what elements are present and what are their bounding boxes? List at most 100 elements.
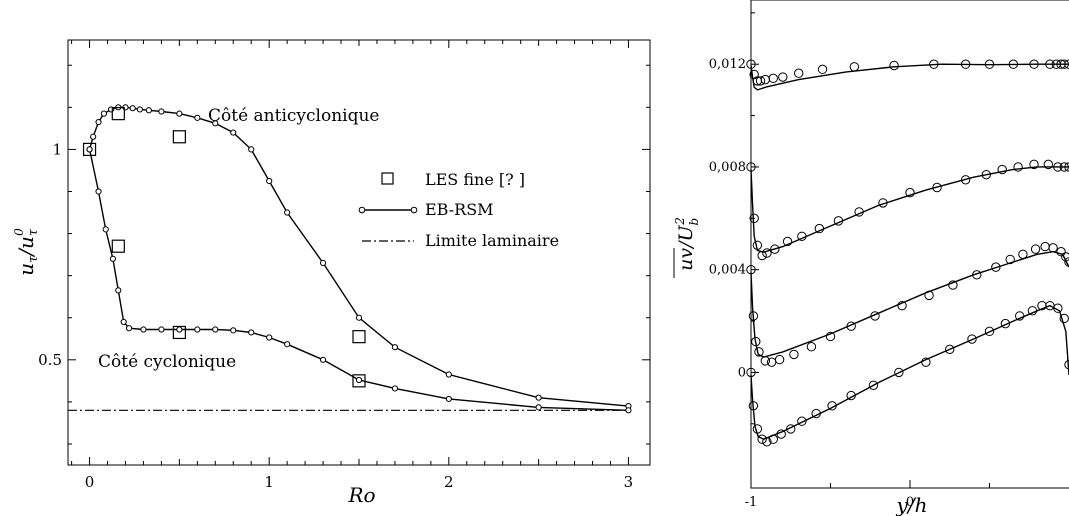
reference-profile-point [748, 311, 759, 321]
ebrsm-point [194, 326, 201, 333]
reference-profile-point [1064, 162, 1069, 172]
les-square-marker [352, 374, 366, 388]
reference-profile-point [768, 434, 778, 444]
reference-profile-point [1053, 303, 1063, 313]
reference-profile-point [932, 182, 942, 193]
reference-profile-point [774, 354, 785, 365]
right-x-axis-title: y/h [896, 493, 928, 516]
reference-profile-point [806, 342, 817, 352]
annotation-anticyclonic: Côté anticyclonique [208, 106, 380, 126]
ebrsm-point [212, 120, 219, 127]
reference-profile-point [984, 326, 995, 337]
reference-profile-point [811, 408, 821, 419]
ebrsm-point [535, 404, 542, 411]
reference-profile-point [746, 367, 756, 378]
ebrsm-point [95, 188, 102, 195]
ebrsm-point [284, 209, 291, 216]
reference-profile-point [960, 59, 971, 69]
ebrsm-point [284, 341, 291, 348]
reference-profile-point [1048, 243, 1058, 253]
reference-profile-point [849, 62, 860, 72]
right-y-tick-label: 0 [738, 365, 746, 380]
ebrsm-point [319, 356, 327, 363]
ebrsm-profile-lines-layer [750, 63, 1069, 440]
legend: LES fine [? ] EB-RSM Limite laminaire [358, 170, 559, 250]
reference-profile-point [752, 424, 763, 434]
les-square-marker [352, 330, 366, 344]
reference-profile-point [924, 290, 934, 301]
reference-profile-point [1059, 162, 1069, 172]
reference-profile-point [1056, 247, 1066, 257]
ebrsm-point [115, 287, 122, 294]
reference-profile-point [1015, 311, 1025, 321]
reference-profile-point [746, 59, 756, 69]
reference-profile-point [1053, 162, 1063, 172]
left-x-tick-label: 1 [264, 473, 274, 491]
ebrsm-point [102, 226, 109, 233]
ebrsm-point [625, 407, 632, 414]
ebrsm-profile-line [750, 63, 1069, 91]
ebrsm-point [136, 106, 143, 113]
les-square-marker [172, 325, 186, 340]
reference-profile-point [814, 223, 825, 234]
reference-profile-point [789, 349, 799, 360]
right-y-tick-label: 0,012 [709, 57, 746, 72]
reference-profile-point [846, 390, 856, 401]
legend-label-les: LES fine [? ] [425, 170, 525, 189]
reference-profile-point [776, 429, 786, 439]
right-plot-frame [750, 0, 1069, 489]
reference-profile-point [878, 198, 888, 208]
ebrsm-point [129, 105, 136, 112]
reference-profile-point [1064, 360, 1069, 370]
legend-circle-ebrsm-left [358, 206, 366, 214]
reference-profile-point [921, 357, 931, 367]
reference-profile-point [967, 334, 977, 344]
ebrsm-point [176, 326, 183, 333]
reference-profile-point [748, 401, 759, 411]
right-x-tick-label: 0 [906, 495, 914, 510]
reference-profile-point [1043, 159, 1054, 170]
reference-profile-point [889, 60, 899, 71]
reference-profile-point [1005, 254, 1015, 265]
reference-profile-point [833, 216, 844, 226]
reference-profile-point [1059, 59, 1069, 69]
legend-label-laminar: Limite laminaire [425, 231, 559, 250]
ebrsm-point [391, 344, 399, 351]
reference-profile-point [981, 169, 992, 180]
reference-profile-point [817, 64, 828, 75]
reference-profile-point [1064, 257, 1069, 267]
left-chart: 0 1 2 3 0.5 1 Côté anticyclonique Côté cyclon… [12, 39, 651, 507]
ebrsm-cyclonic-line [88, 149, 629, 411]
reference-profile-point [768, 73, 778, 84]
reference-profile-markers-layer [746, 59, 1069, 447]
reference-profile-point [749, 69, 759, 80]
left-x-tick-label: 3 [624, 473, 634, 491]
reference-profile-point [755, 76, 766, 86]
reference-profile-point [870, 311, 880, 321]
reference-profile-point [797, 231, 807, 241]
ebrsm-point [355, 314, 363, 321]
ebrsm-point [158, 326, 165, 333]
reference-profile-point [825, 331, 836, 342]
reference-profile-point [945, 344, 955, 355]
reference-profile-point [782, 236, 793, 247]
reference-profile-point [760, 74, 771, 85]
left-x-axis-title: Ro [347, 483, 375, 507]
reference-profile-point [997, 164, 1007, 175]
right-y-axis-title: uv/Ub2 [673, 217, 701, 271]
reference-profile-point [854, 207, 864, 217]
ebrsm-point [212, 326, 219, 333]
reference-profile-point [1029, 159, 1039, 170]
reference-profile-point [1029, 59, 1039, 69]
ebrsm-profile-line [750, 304, 1069, 440]
reference-profile-point [797, 416, 807, 426]
ebrsm-point [391, 385, 399, 392]
ebrsm-point [95, 118, 102, 126]
reference-profile-point [786, 424, 796, 434]
reference-profile-point [929, 59, 939, 69]
reference-profile-point [1030, 244, 1041, 254]
ebrsm-point [158, 108, 165, 115]
reference-profile-point [749, 213, 759, 224]
reference-profile-point [1000, 318, 1011, 329]
reference-profile-point [1045, 59, 1055, 69]
